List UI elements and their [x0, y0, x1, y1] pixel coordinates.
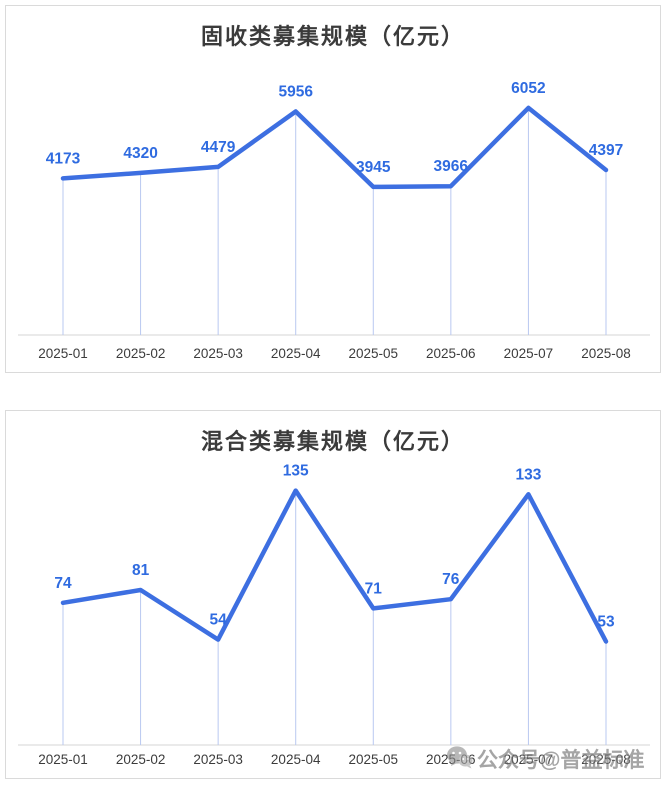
value-label: 53	[597, 614, 615, 631]
x-axis-label: 2025-06	[426, 346, 476, 361]
value-label: 133	[515, 466, 541, 483]
value-label: 4397	[589, 142, 623, 159]
x-axis-label: 2025-04	[271, 752, 321, 767]
fixed-income-line-chart: 4173 4320 4479 5956 3945 3966 6052 4397 2025-01 2…	[18, 80, 650, 361]
data-line	[60, 105, 609, 190]
value-label: 71	[365, 580, 383, 597]
x-axis-label: 2025-06	[426, 752, 476, 767]
x-axis-label: 2025-03	[193, 752, 243, 767]
chart-panel-fixed-income: 4173 4320 4479 5956 3945 3966 6052 4397 2025-01 2…	[5, 5, 661, 373]
mixed-line-chart: 74 81 54 135 71 76 133 53 2025-01 2025-02 2025-03 2…	[18, 463, 650, 767]
value-label: 3966	[434, 158, 469, 175]
value-label: 81	[132, 562, 150, 579]
value-label: 3945	[356, 159, 391, 176]
x-axis-label: 2025-03	[193, 346, 243, 361]
x-axis-label: 2025-07	[504, 752, 554, 767]
chart-title-mixed: 混合类募集规模（亿元）	[200, 429, 465, 455]
data-line	[60, 488, 609, 644]
value-label: 76	[442, 571, 460, 588]
x-axis-label: 2025-08	[581, 752, 631, 767]
value-label: 4320	[123, 145, 157, 162]
x-axis-label: 2025-04	[271, 346, 321, 361]
x-axis-label: 2025-01	[38, 752, 88, 767]
x-axis-label: 2025-05	[349, 346, 399, 361]
value-label: 4173	[46, 150, 81, 167]
value-label: 5956	[278, 84, 313, 101]
chart-title-fixed-income: 固收类募集规模（亿元）	[200, 24, 465, 50]
value-label: 4479	[201, 139, 236, 156]
x-axis-label: 2025-07	[504, 346, 554, 361]
value-label: 6052	[511, 80, 545, 97]
value-label: 54	[209, 612, 227, 629]
x-axis-label: 2025-05	[349, 752, 399, 767]
x-axis-label: 2025-08	[581, 346, 631, 361]
x-axis-label: 2025-02	[116, 752, 166, 767]
value-label: 74	[54, 575, 72, 592]
value-label: 135	[283, 463, 309, 480]
x-axis-label: 2025-01	[38, 346, 88, 361]
chart-panel-mixed: 74 81 54 135 71 76 133 53 2025-01 2025-02 2025-03 2…	[5, 410, 661, 779]
x-axis-label: 2025-02	[116, 346, 166, 361]
